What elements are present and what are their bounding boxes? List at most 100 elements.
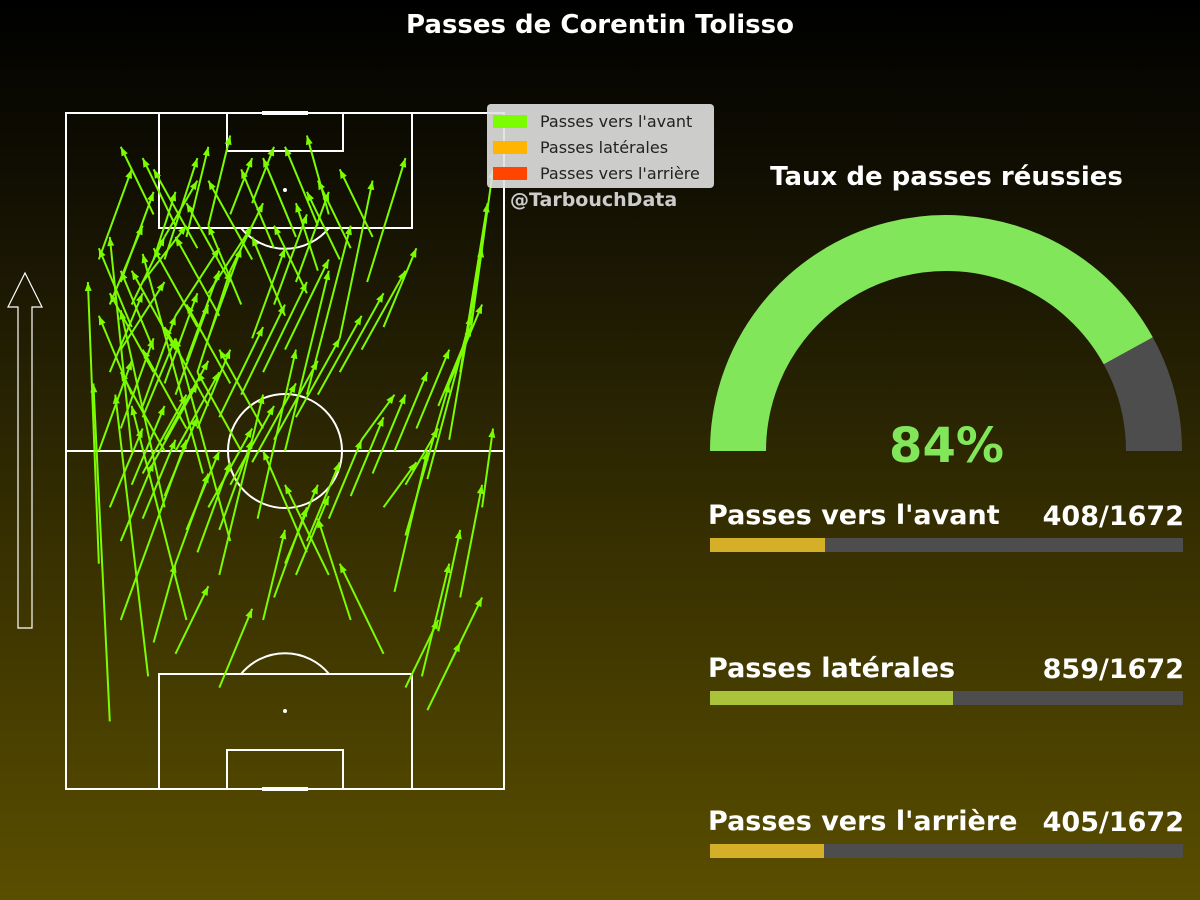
pass-arrow-head [153,169,162,179]
pass-arrow-head [191,293,198,303]
pass-arrow [174,473,210,565]
pass-arrow-head [475,304,483,315]
pass-arrow-head [125,169,132,179]
gauge-value: 84% [889,418,1004,474]
pass-arrow-head [245,439,253,450]
pass-arrow [130,270,177,351]
pass-arrow-head [354,315,362,326]
pass-arrow [108,292,144,373]
pass-arrow [284,146,319,227]
pass-arrow [262,529,287,621]
pass-arrow [284,484,330,576]
pass-arrow [163,416,199,497]
pass-arrow [218,608,254,688]
pass-arrow-head [147,338,154,348]
pass-arrow-head [130,405,138,416]
pass-arrow-head [157,405,165,416]
legend-item-forward: Passes vers l'avant [493,108,708,134]
pass-arrow-head [156,282,165,292]
pass-arrow-head [285,146,292,157]
pass-arrow [459,484,484,598]
top-six-yard-box [226,112,344,152]
pass-arrow [97,360,133,452]
pass-arrow-head [274,225,282,236]
pass-arrow-head [310,360,318,371]
pass-arrow-head [256,327,264,337]
pass-arrow [294,202,319,272]
pass-arrow [174,236,221,317]
pass-arrow [262,450,308,553]
bottom-penalty-box [158,673,413,790]
pass-arrow-head [443,563,451,574]
pass-arrow [185,202,232,283]
pass-arrow [306,191,341,260]
pass-arrow-head [321,259,329,270]
passes-layer [84,135,496,722]
pass-arrow [119,146,155,215]
pass-arrow-head [257,394,265,405]
legend-swatch-backward [493,166,527,180]
stat-label-lateral: Passes latérales [708,653,956,684]
pass-arrow-head [285,484,293,495]
pass-arrow [229,202,264,272]
pass-arrow [174,247,221,317]
pass-arrow-head [278,248,286,258]
pass-arrow-head [208,225,216,236]
pass-arrow-head [244,428,253,439]
pass-arrow-head [191,158,198,168]
pass-arrow [119,461,155,542]
pass-arrow [338,292,385,373]
pass-arrow [141,315,177,407]
stat-bar-fill-forward [710,538,826,552]
pass-arrow-head [178,225,187,235]
pass-arrow-head [174,338,182,348]
pass-arrow [448,304,484,384]
pass-arrow-head [323,270,331,281]
stat-label-forward: Passes vers l'avant [708,500,1000,531]
pass-arrow [437,529,462,632]
pass-arrow-head [305,135,313,146]
watermark: @TarbouchData [510,189,678,211]
pass-arrow [393,371,429,452]
pass-arrow [448,597,483,666]
bottom-six-yard-box [226,749,344,790]
legend-swatch-forward [493,114,527,128]
pass-arrow [218,439,254,531]
pass-arrow [207,135,232,226]
stat-bar-lateral [710,691,1183,705]
pass-arrow [196,461,232,553]
pass-arrow [338,180,375,339]
pass-arrow-head [295,203,303,213]
pass-arrow-head [339,563,347,574]
bottom-penalty-spot [283,709,287,713]
pass-arrow-head [175,236,183,247]
pass-arrow [163,180,199,238]
top-penalty-spot [283,188,287,192]
pass-arrow-head [317,180,325,191]
pass-arrow-head [431,620,439,630]
pass-arrow [284,270,331,452]
pass-arrow [207,180,254,260]
pass-arrow-head [475,597,483,608]
pass-arrow-head [135,293,143,303]
bottom-penalty-arc [240,652,330,675]
pass-arrow-head [131,270,140,281]
pass-arrow-head [290,349,298,360]
pass-arrow-head [190,417,198,427]
stat-value-backward: 405/1672 [1042,807,1184,838]
pass-arrow [196,371,243,452]
pass-arrow [108,428,144,508]
pass-arrow-head [201,473,209,484]
pass-arrow-head [300,507,308,517]
pass-arrow [112,394,150,677]
pass-arrow [481,428,496,508]
pass-arrow-head [202,146,210,157]
pass-arrow-head [322,496,329,506]
pass-arrow-head [476,484,484,495]
pass-arrow [97,168,133,260]
chart-title: Passes de Corentin Tolisso [406,10,794,40]
pass-arrow [207,247,243,339]
pass-arrow-head [211,248,220,258]
pass-arrow-head [333,462,340,472]
